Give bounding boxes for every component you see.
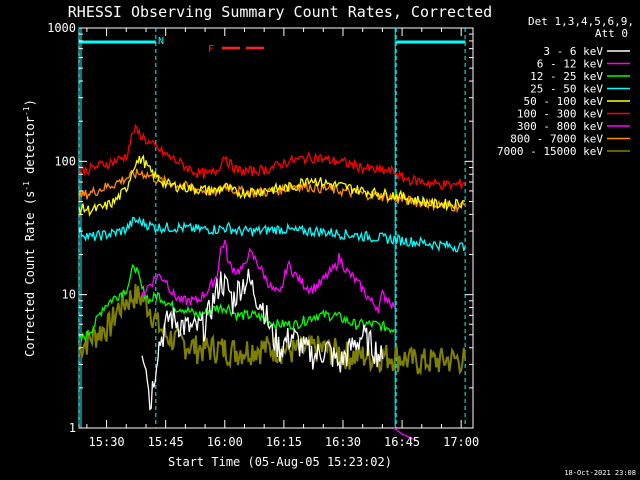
y-axis: 1 10 100 1000	[47, 21, 473, 435]
detector-info-line-2: Att 0	[595, 27, 628, 40]
legend-label: 800 - 7000 keV	[510, 133, 603, 146]
x-tick-label: 17:00	[443, 435, 479, 449]
series-line-12-25-kev	[78, 263, 395, 343]
night-bars	[78, 28, 466, 428]
legend-label: 3 - 6 keV	[543, 45, 603, 58]
x-tick-label: 15:45	[148, 435, 184, 449]
x-tick-label: 16:30	[325, 435, 361, 449]
series-line-6-12-kev	[141, 239, 395, 314]
plot-timestamp: 18-Oct-2021 23:08	[564, 469, 636, 477]
series-line-3-6-kev	[141, 268, 384, 411]
series-line-800-7000-kev	[78, 168, 466, 214]
legend-label: 50 - 100 keV	[524, 95, 604, 108]
legend-label: 12 - 25 keV	[530, 70, 603, 83]
y-tick-label: 1000	[47, 21, 76, 35]
y-tick-label: 100	[54, 154, 76, 168]
y-tick-label: 10	[62, 288, 76, 302]
flare-marker-label: F	[208, 44, 214, 55]
chart-title: RHESSI Observing Summary Count Rates, Co…	[68, 3, 492, 21]
series-line-25-50-kev	[78, 216, 466, 253]
series-line-300-800-kev	[393, 427, 419, 442]
series-line-7000-15000-kev	[78, 283, 467, 377]
x-tick-label: 15:30	[89, 435, 125, 449]
x-tick-label: 16:15	[266, 435, 302, 449]
y-tick-label: 1	[69, 421, 76, 435]
legend-label: 7000 - 15000 keV	[497, 145, 603, 158]
x-axis-label: Start Time (05-Aug-05 15:23:02)	[168, 455, 392, 469]
legend-label: 100 - 300 keV	[517, 108, 603, 121]
legend-label: 300 - 800 keV	[517, 120, 603, 133]
x-tick-label: 16:45	[384, 435, 420, 449]
night-marker-label: N	[158, 36, 164, 47]
legend-label: 6 - 12 keV	[537, 58, 604, 71]
series-line-100-300-kev	[78, 123, 466, 191]
legend-label: 25 - 50 keV	[530, 83, 603, 96]
series-line-50-100-kev	[78, 154, 466, 218]
y-axis-label: Corrected Count Rate (s-1 detector-1)	[22, 99, 37, 357]
x-axis: 15:30 15:45 16:00 16:15 16:30 16:45 17:00	[86, 28, 479, 449]
x-tick-label: 16:00	[207, 435, 243, 449]
detector-info-line-1: Det 1,3,4,5,6,9,	[528, 15, 634, 28]
data-series-group	[78, 123, 467, 442]
